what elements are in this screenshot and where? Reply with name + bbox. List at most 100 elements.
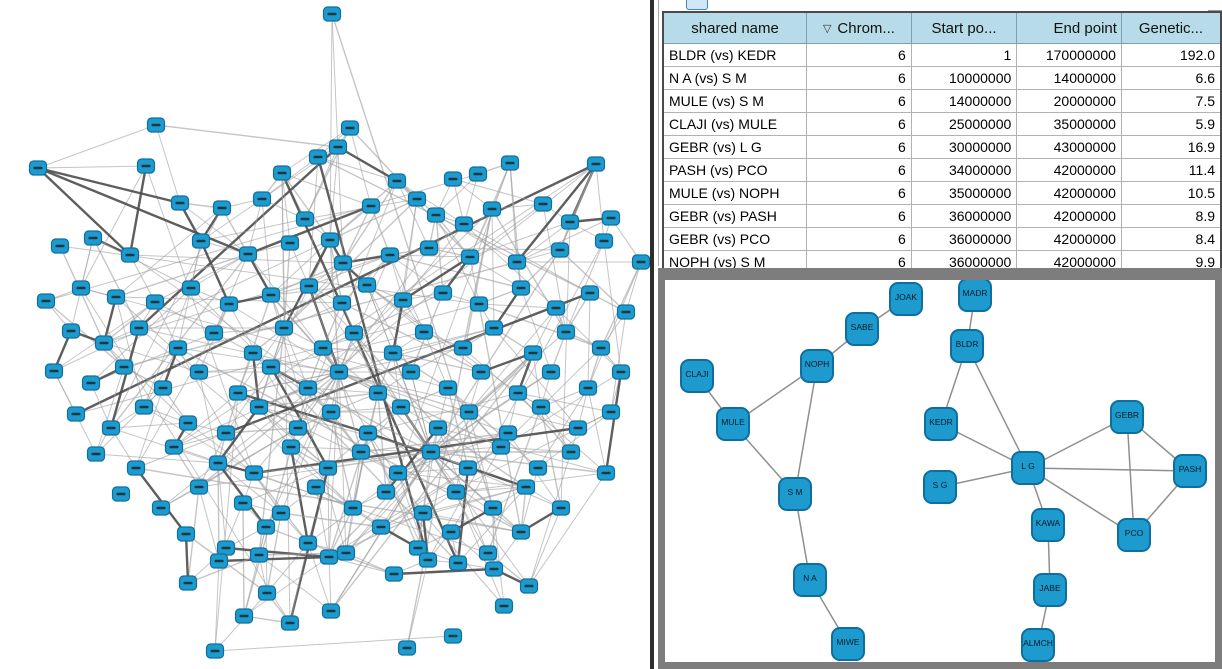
- network-node[interactable]: [616, 304, 636, 320]
- network-node[interactable]: [383, 345, 403, 361]
- column-header-sharedname[interactable]: shared name: [662, 11, 808, 44]
- network-node[interactable]: [28, 160, 48, 176]
- table-row[interactable]: BLDR (vs) KEDR 6 1 170000000 192.0: [662, 43, 1222, 67]
- column-header-chrom[interactable]: ▽ Chrom...: [806, 11, 912, 44]
- network-node[interactable]: [257, 585, 277, 601]
- network-node[interactable]: [388, 465, 408, 481]
- network-node[interactable]: [358, 425, 378, 441]
- network-node[interactable]: [546, 300, 566, 316]
- network-node[interactable]: [586, 156, 606, 172]
- network-node[interactable]: [176, 526, 196, 542]
- network-node[interactable]: [212, 200, 232, 216]
- network-node[interactable]: [541, 364, 561, 380]
- network-node[interactable]: [578, 380, 598, 396]
- network-node[interactable]: [391, 399, 411, 415]
- network-node[interactable]: [511, 280, 531, 296]
- network-node[interactable]: [433, 285, 453, 301]
- network-node[interactable]: [397, 640, 417, 656]
- network-node[interactable]: [209, 553, 229, 569]
- table-row[interactable]: CLAJI (vs) MULE 6 25000000 35000000 5.9: [662, 112, 1222, 136]
- network-node[interactable]: [298, 535, 318, 551]
- network-node-gebr[interactable]: GEBR: [1110, 400, 1144, 434]
- network-node[interactable]: [249, 399, 269, 415]
- network-node-kawa[interactable]: KAWA: [1031, 508, 1065, 542]
- network-node[interactable]: [357, 277, 377, 293]
- network-node[interactable]: [596, 465, 616, 481]
- network-node[interactable]: [336, 545, 356, 561]
- network-node[interactable]: [441, 524, 461, 540]
- network-node-miwe[interactable]: MIWE: [831, 627, 865, 661]
- network-node[interactable]: [164, 439, 184, 455]
- network-node[interactable]: [178, 415, 198, 431]
- network-node[interactable]: [66, 406, 86, 422]
- network-node[interactable]: [419, 240, 439, 256]
- network-node[interactable]: [340, 120, 360, 136]
- network-node[interactable]: [368, 385, 388, 401]
- network-node[interactable]: [443, 171, 463, 187]
- network-node[interactable]: [233, 495, 253, 511]
- network-node[interactable]: [280, 615, 300, 631]
- network-node-kedr[interactable]: KEDR: [924, 407, 958, 441]
- network-node[interactable]: [126, 460, 146, 476]
- network-node[interactable]: [136, 158, 156, 174]
- network-node[interactable]: [320, 232, 340, 248]
- subnetwork-canvas[interactable]: JOAK MADR SABE NOPH CLAJI MULE S M N A MIWE BLDR K…: [665, 280, 1215, 662]
- network-node[interactable]: [421, 444, 441, 460]
- network-node[interactable]: [238, 246, 258, 262]
- network-node[interactable]: [516, 479, 536, 495]
- table-row[interactable]: PASH (vs) PCO 6 34000000 42000000 11.4: [662, 158, 1222, 182]
- network-edge[interactable]: [1126, 416, 1135, 536]
- network-node[interactable]: [594, 233, 614, 249]
- network-node[interactable]: [426, 207, 446, 223]
- network-node[interactable]: [168, 340, 188, 356]
- network-node[interactable]: [460, 249, 480, 265]
- network-node[interactable]: [478, 545, 498, 561]
- network-node[interactable]: [328, 139, 348, 155]
- network-edge[interactable]: [794, 365, 818, 495]
- network-node[interactable]: [216, 425, 236, 441]
- network-node[interactable]: [500, 155, 520, 171]
- network-node[interactable]: [601, 404, 621, 420]
- network-node[interactable]: [36, 293, 56, 309]
- network-node[interactable]: [483, 500, 503, 516]
- network-node[interactable]: [114, 359, 134, 375]
- network-node[interactable]: [146, 117, 166, 133]
- network-node[interactable]: [469, 296, 489, 312]
- network-node[interactable]: [120, 247, 140, 263]
- table-row[interactable]: MULE (vs) NOPH 6 35000000 42000000 10.5: [662, 181, 1222, 205]
- network-node-sg[interactable]: S G: [923, 470, 957, 504]
- network-node[interactable]: [568, 420, 588, 436]
- network-node[interactable]: [438, 380, 458, 396]
- overview-network-panel[interactable]: [0, 0, 650, 669]
- network-node[interactable]: [86, 446, 106, 462]
- network-node[interactable]: [494, 598, 514, 614]
- column-header-genetic[interactable]: Genetic...: [1120, 11, 1222, 44]
- network-node[interactable]: [531, 399, 551, 415]
- column-header-startpo[interactable]: Start po...: [910, 11, 1018, 44]
- network-node[interactable]: [134, 399, 154, 415]
- network-node[interactable]: [507, 254, 527, 270]
- network-node[interactable]: [408, 540, 428, 556]
- network-node[interactable]: [261, 359, 281, 375]
- network-node[interactable]: [351, 444, 371, 460]
- network-node[interactable]: [550, 242, 570, 258]
- network-edge[interactable]: [1027, 467, 1191, 472]
- column-header-endpoint[interactable]: End point: [1016, 11, 1122, 44]
- network-node-mule[interactable]: MULE: [716, 407, 750, 441]
- network-node[interactable]: [204, 325, 224, 341]
- network-node[interactable]: [106, 289, 126, 305]
- network-node[interactable]: [178, 575, 198, 591]
- network-node[interactable]: [468, 166, 488, 182]
- network-node[interactable]: [244, 465, 264, 481]
- network-node[interactable]: [471, 364, 491, 380]
- network-node[interactable]: [414, 324, 434, 340]
- network-node[interactable]: [498, 425, 518, 441]
- network-node[interactable]: [228, 385, 248, 401]
- network-node[interactable]: [443, 628, 463, 644]
- network-node-almch[interactable]: ALMCH: [1021, 628, 1055, 662]
- toolbar-button-fragment[interactable]: [686, 0, 708, 10]
- network-node[interactable]: [484, 320, 504, 336]
- subnetwork-canvas-area[interactable]: JOAK MADR SABE NOPH CLAJI MULE S M N A MIWE BLDR K…: [665, 280, 1215, 662]
- network-node[interactable]: [344, 325, 364, 341]
- overview-network-canvas[interactable]: [0, 0, 650, 669]
